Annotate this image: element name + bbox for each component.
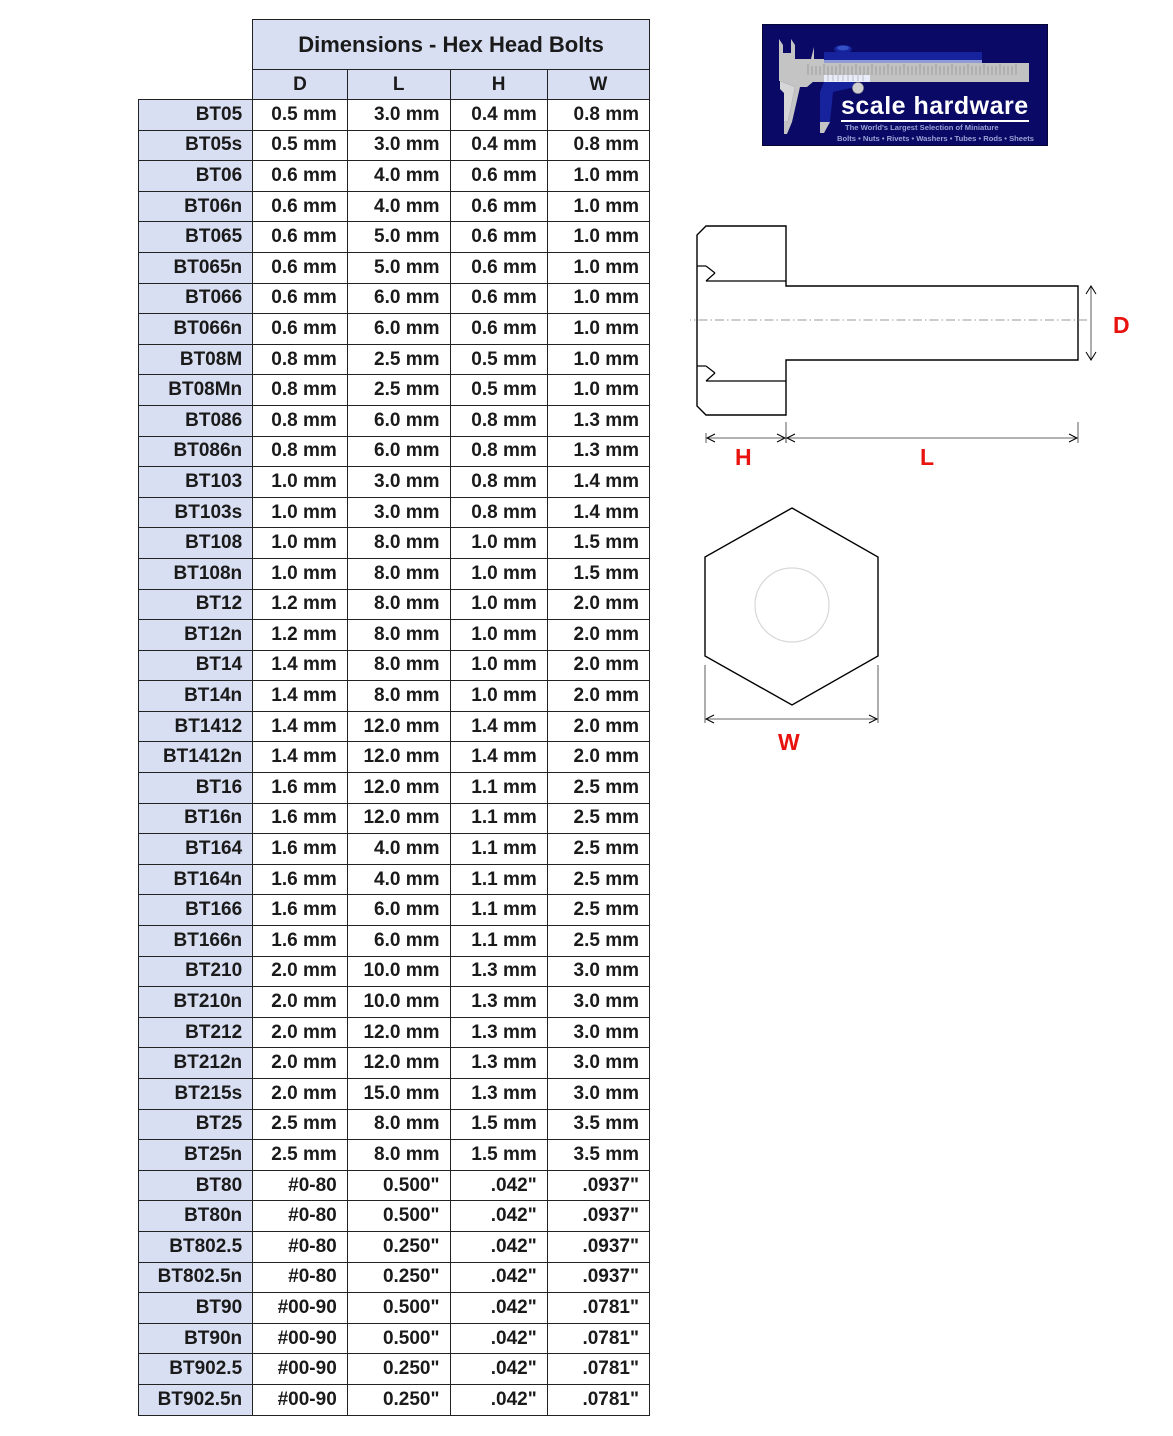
svg-text:H: H <box>735 444 752 470</box>
svg-text:L: L <box>920 444 934 470</box>
svg-text:D: D <box>1113 312 1130 338</box>
svg-text:W: W <box>778 729 800 755</box>
